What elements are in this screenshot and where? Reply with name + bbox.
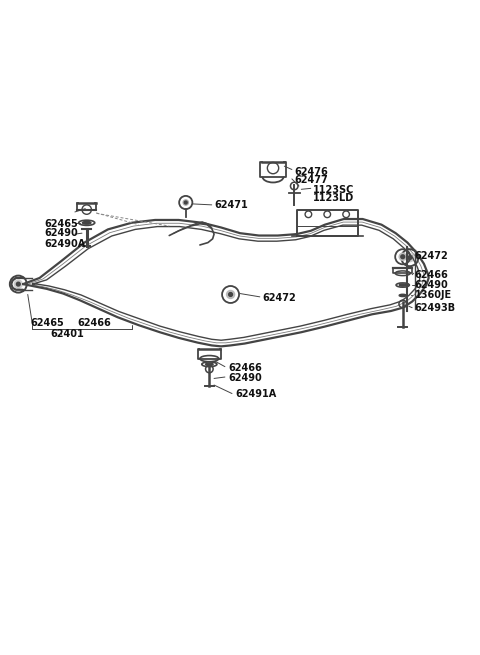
Text: 62471: 62471 xyxy=(214,200,248,210)
Circle shape xyxy=(13,280,23,289)
Text: 62466: 62466 xyxy=(415,270,448,280)
Circle shape xyxy=(184,201,187,204)
Text: 62476: 62476 xyxy=(294,167,328,177)
Circle shape xyxy=(405,253,415,263)
Text: 62490: 62490 xyxy=(415,280,448,290)
Circle shape xyxy=(16,282,20,286)
Text: 62466: 62466 xyxy=(228,363,262,373)
Text: 1360JE: 1360JE xyxy=(415,290,452,301)
Text: 62491A: 62491A xyxy=(235,390,276,400)
Circle shape xyxy=(398,253,407,261)
Text: 1123SC: 1123SC xyxy=(313,185,355,195)
Circle shape xyxy=(182,199,189,206)
Text: 62465: 62465 xyxy=(44,219,78,229)
Circle shape xyxy=(228,293,232,296)
Ellipse shape xyxy=(205,363,213,365)
Text: 62401: 62401 xyxy=(50,329,84,339)
Circle shape xyxy=(226,290,235,299)
Circle shape xyxy=(401,255,405,259)
Text: 62472: 62472 xyxy=(263,293,296,303)
Text: 62490: 62490 xyxy=(44,228,78,238)
Text: 62472: 62472 xyxy=(415,251,448,261)
Ellipse shape xyxy=(83,221,91,224)
Text: 1123LD: 1123LD xyxy=(313,193,354,203)
Circle shape xyxy=(408,256,412,259)
Ellipse shape xyxy=(399,284,406,286)
Text: 62477: 62477 xyxy=(294,176,328,185)
Text: 62466: 62466 xyxy=(77,318,111,328)
Text: 62493B: 62493B xyxy=(415,303,456,312)
Text: 62490A: 62490A xyxy=(44,238,85,248)
Ellipse shape xyxy=(399,294,406,297)
Text: 62490: 62490 xyxy=(228,373,262,383)
Text: 62465: 62465 xyxy=(30,318,64,328)
